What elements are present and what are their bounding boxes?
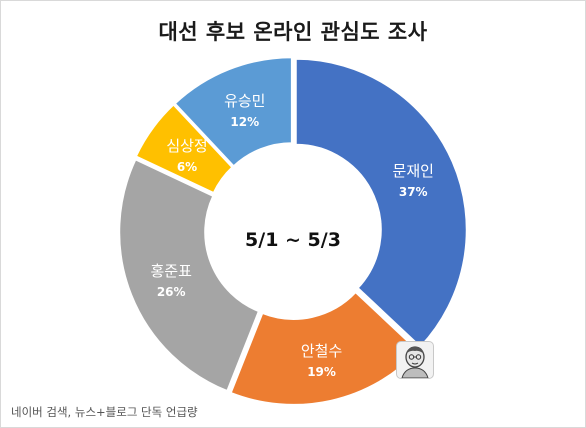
center-date-label: 5/1 ~ 5/3 <box>245 229 341 251</box>
slice-hong <box>118 157 261 393</box>
slice-name-moon: 문재인 <box>393 162 434 180</box>
slice-yoo <box>173 56 293 168</box>
slice-value-yoo: 12% <box>230 115 259 129</box>
slice-name-sim: 심상정 <box>166 137 207 155</box>
slice-value-sim: 6% <box>177 160 197 174</box>
slice-name-ahn: 안철수 <box>301 342 342 360</box>
slice-name-hong: 홍준표 <box>150 262 192 280</box>
slice-sim <box>134 103 234 195</box>
slice-group <box>118 56 468 406</box>
slice-value-moon: 37% <box>399 185 428 199</box>
slice-moon <box>294 57 468 349</box>
label-group: 문재인 37% 안철수 19% 홍준표 26% 심상정 6% 유승민 12% <box>150 92 433 379</box>
slice-value-hong: 26% <box>157 285 186 299</box>
slice-ahn <box>229 290 420 406</box>
slice-name-yoo: 유승민 <box>224 92 265 110</box>
face-icon <box>396 341 434 379</box>
slice-value-ahn: 19% <box>307 365 336 379</box>
source-note: 네이버 검색, 뉴스+블로그 단독 언급량 <box>11 405 198 419</box>
chart-title: 대선 후보 온라인 관심도 조사 <box>158 20 428 44</box>
